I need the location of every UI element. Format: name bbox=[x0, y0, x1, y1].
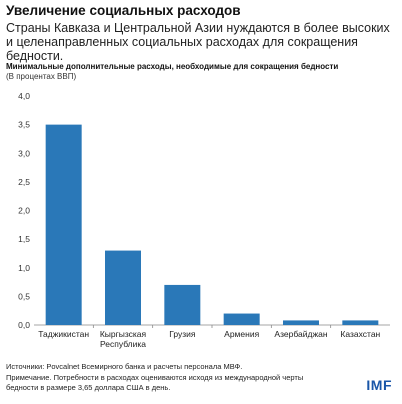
bar bbox=[283, 320, 319, 325]
note-text-line-1: Примечание. Потребности в расходах оцени… bbox=[6, 372, 304, 382]
x-tick-label: Армения bbox=[224, 329, 259, 339]
x-tick-label: Грузия bbox=[169, 329, 196, 339]
x-tick-label: Республика bbox=[100, 339, 146, 349]
footer-notes: Источники: Povcalnet Всемирного банка и … bbox=[6, 362, 346, 394]
y-tick-label: 1,5 bbox=[18, 234, 30, 244]
note-text-line-2: бедности в размере 3,65 доллара США в де… bbox=[6, 383, 171, 392]
y-tick-label: 3,5 bbox=[18, 120, 30, 130]
y-tick-label: 4,0 bbox=[18, 91, 30, 101]
y-tick-label: 0,5 bbox=[18, 291, 30, 301]
bar bbox=[45, 124, 82, 325]
bar-chart: 0,0 0,5 1,0 1,5 2,0 2,5 3,0 3,5 4,0 Таджикистан Кы… bbox=[18, 91, 390, 349]
x-tick-label: Таджикистан bbox=[38, 329, 89, 339]
unit-label: (В процентах ВВП) bbox=[6, 72, 77, 81]
chart-description: Страны Кавказа и Центральной Азии нуждаю… bbox=[6, 21, 390, 63]
x-tick-label: Казахстан bbox=[340, 329, 380, 339]
bar bbox=[342, 320, 379, 325]
y-tick-label: 1,0 bbox=[18, 263, 30, 273]
y-tick-label: 3,0 bbox=[18, 148, 30, 158]
bar bbox=[164, 284, 201, 325]
imf-logo: IMF bbox=[366, 377, 392, 393]
x-tick-label: Азербайджан bbox=[274, 329, 327, 339]
chart-title: Увеличение социальных расходов bbox=[6, 3, 241, 18]
y-tick-label: 2,5 bbox=[18, 177, 30, 187]
bar bbox=[105, 250, 141, 325]
chart-subtitle: Минимальные дополнительные расходы, необ… bbox=[6, 62, 339, 71]
sources-text: Источники: Povcalnet Всемирного банка и … bbox=[6, 362, 243, 371]
bar bbox=[223, 313, 260, 325]
y-tick-label: 0,0 bbox=[18, 320, 30, 330]
y-tick-label: 2,0 bbox=[18, 206, 30, 216]
x-tick-label: Кыргызская bbox=[100, 329, 147, 339]
